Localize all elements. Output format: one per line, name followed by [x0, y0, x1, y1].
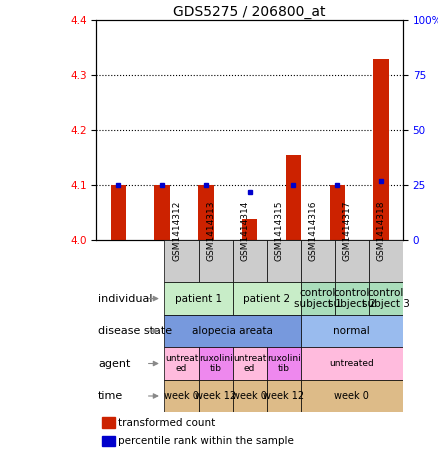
Bar	[198, 240, 233, 282]
Text: GSM1414318: GSM1414318	[377, 201, 386, 261]
Bar	[301, 347, 403, 380]
Text: time: time	[98, 391, 124, 401]
Text: normal: normal	[333, 326, 370, 336]
Text: individual: individual	[98, 294, 152, 304]
Bar	[165, 380, 198, 412]
Text: control
subject 1: control subject 1	[294, 288, 342, 309]
Text: agent: agent	[98, 358, 131, 368]
Bar	[102, 436, 115, 446]
Text: ruxolini
tib: ruxolini tib	[199, 354, 233, 373]
Text: GSM1414315: GSM1414315	[275, 201, 284, 261]
Bar	[242, 219, 257, 240]
Text: transformed count: transformed count	[118, 418, 215, 428]
Text: patient 1: patient 1	[175, 294, 222, 304]
Bar	[154, 185, 170, 240]
Bar	[198, 380, 233, 412]
Text: GSM1414314: GSM1414314	[240, 201, 250, 261]
Text: ruxolini
tib: ruxolini tib	[267, 354, 300, 373]
Bar	[301, 240, 335, 282]
Text: week 0: week 0	[232, 391, 267, 401]
Bar	[165, 347, 198, 380]
Text: week 0: week 0	[164, 391, 199, 401]
Text: GSM1414313: GSM1414313	[207, 201, 215, 261]
Bar	[267, 380, 301, 412]
Bar	[369, 282, 403, 315]
Bar	[165, 282, 233, 315]
Text: untreated: untreated	[329, 359, 374, 368]
Text: percentile rank within the sample: percentile rank within the sample	[118, 436, 294, 446]
Text: GSM1414312: GSM1414312	[173, 201, 181, 261]
Bar	[165, 315, 301, 347]
Bar	[233, 347, 267, 380]
Bar	[369, 240, 403, 282]
Text: control
subject 2: control subject 2	[328, 288, 376, 309]
Text: week 12: week 12	[263, 391, 304, 401]
Bar	[233, 282, 301, 315]
Bar	[198, 185, 213, 240]
Bar	[267, 240, 301, 282]
Bar	[165, 240, 198, 282]
Text: patient 2: patient 2	[243, 294, 290, 304]
Text: disease state: disease state	[98, 326, 172, 336]
Text: GSM1414317: GSM1414317	[343, 201, 352, 261]
Bar	[335, 240, 369, 282]
Bar	[301, 282, 335, 315]
Bar	[233, 240, 267, 282]
Bar	[301, 315, 403, 347]
Text: untreat
ed: untreat ed	[165, 354, 198, 373]
Text: week 12: week 12	[195, 391, 236, 401]
Bar	[330, 185, 345, 240]
Text: week 0: week 0	[335, 391, 369, 401]
Bar	[110, 185, 126, 240]
Bar	[335, 282, 369, 315]
Bar	[373, 59, 389, 240]
Text: alopecia areata: alopecia areata	[192, 326, 273, 336]
Bar	[233, 380, 267, 412]
Text: GSM1414316: GSM1414316	[309, 201, 318, 261]
Bar	[301, 380, 403, 412]
Title: GDS5275 / 206800_at: GDS5275 / 206800_at	[173, 5, 326, 19]
Bar	[286, 155, 301, 240]
Text: untreat
ed: untreat ed	[233, 354, 266, 373]
Bar	[267, 347, 301, 380]
Bar	[198, 347, 233, 380]
Text: control
subject 3: control subject 3	[362, 288, 410, 309]
Bar	[102, 417, 115, 428]
